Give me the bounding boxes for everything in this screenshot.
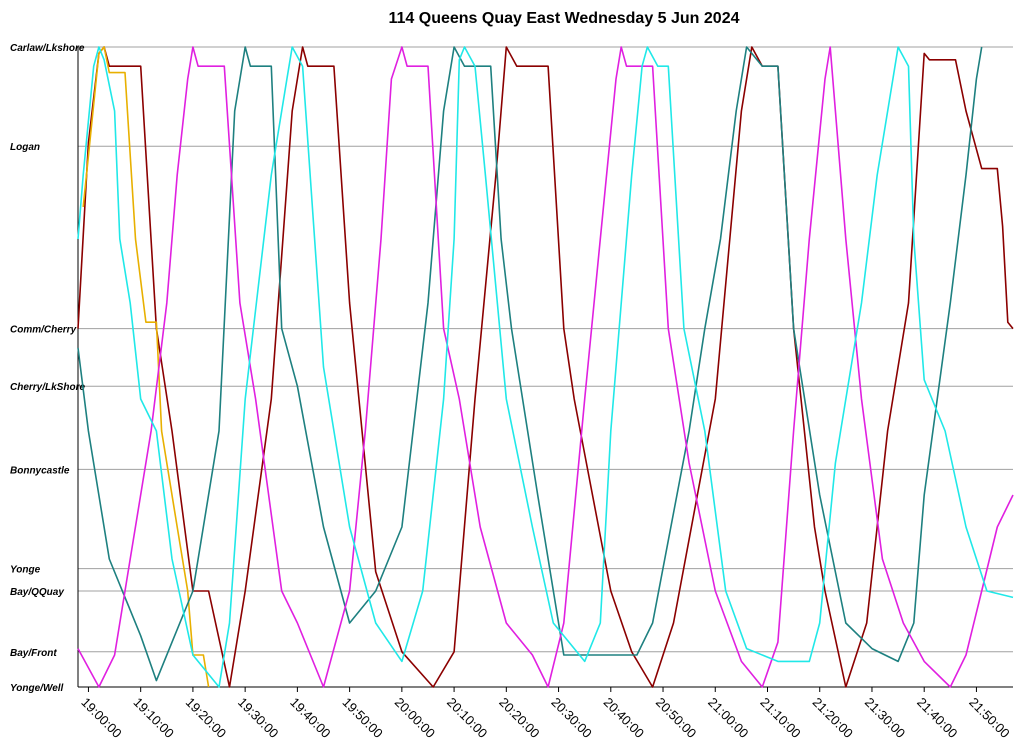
x-tick-label: 20:20:00 (496, 695, 542, 741)
y-tick-label: Bonnycastle (10, 465, 70, 476)
y-tick-label: Yonge (10, 565, 41, 576)
x-tick-label: 21:00:00 (705, 695, 751, 741)
x-tick-label: 19:30:00 (235, 695, 281, 741)
series-line-1 (77, 46, 1014, 688)
x-tick-label: 19:00:00 (78, 695, 124, 741)
x-tick-label: 20:40:00 (601, 695, 647, 741)
y-tick-label: Cherry/LkShore (10, 382, 85, 393)
x-tick-label: 21:50:00 (966, 695, 1012, 741)
y-tick-label: Logan (10, 142, 40, 153)
x-tick-label: 21:10:00 (757, 695, 803, 741)
x-tick-label: 19:10:00 (131, 695, 177, 741)
x-tick-label: 20:10:00 (444, 695, 490, 741)
series-line-4 (77, 46, 1014, 688)
x-tick-label: 20:50:00 (653, 695, 699, 741)
series-line-5 (77, 46, 1014, 688)
y-tick-label: Carlaw/Lkshore (10, 43, 85, 54)
y-tick-label: Comm/Cherry (10, 325, 77, 336)
series-line-3 (77, 46, 983, 682)
x-tick-label: 21:30:00 (862, 695, 908, 741)
x-tick-label: 21:20:00 (810, 695, 856, 741)
x-tick-label: 21:40:00 (914, 695, 960, 741)
y-tick-label: Bay/Front (10, 648, 57, 659)
x-tick-label: 19:20:00 (183, 695, 229, 741)
x-tick-label: 20:00:00 (392, 695, 438, 741)
y-tick-label: Bay/QQuay (10, 587, 64, 598)
x-tick-label: 19:50:00 (339, 695, 385, 741)
y-tick-label: Yonge/Well (10, 683, 64, 694)
series-line-2 (82, 46, 210, 688)
x-tick-label: 19:40:00 (287, 695, 333, 741)
x-tick-label: 20:30:00 (548, 695, 594, 741)
chart-title: 114 Queens Quay East Wednesday 5 Jun 202… (388, 10, 740, 27)
